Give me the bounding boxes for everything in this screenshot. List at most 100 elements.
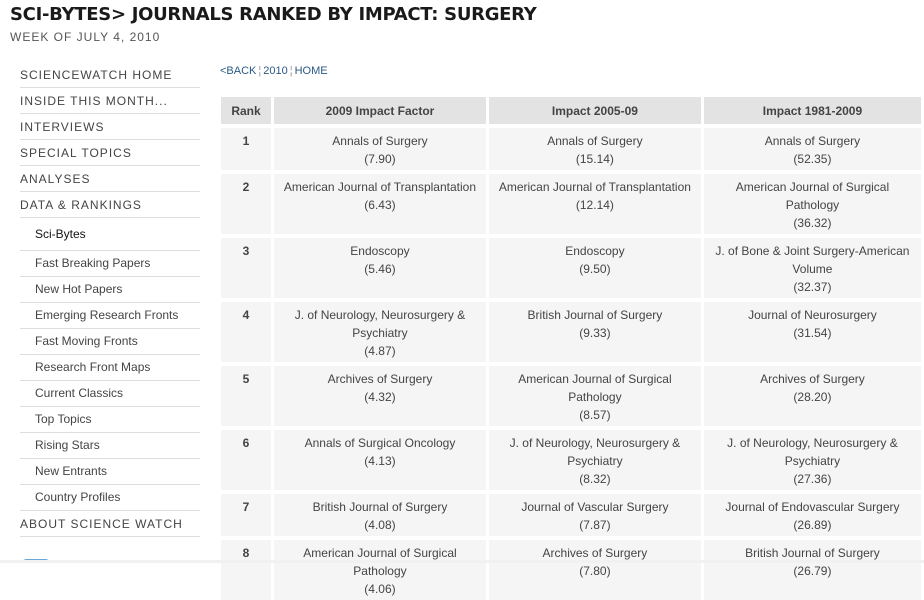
breadcrumb: <BACK ¦ 2010 ¦ HOME: [220, 65, 328, 77]
journal-name: Endoscopy: [565, 244, 625, 258]
home-link[interactable]: HOME: [294, 65, 328, 77]
table-row: 1 Annals of Surgery (7.90) Annals of Surg…: [221, 128, 921, 170]
breadcrumb-separator: ¦: [289, 65, 293, 77]
table-row: 7 British Journal of Surgery (4.08) Journ…: [221, 494, 921, 536]
rank-cell: 6: [221, 430, 271, 490]
rank-cell: 2: [221, 174, 271, 234]
journal-name: American Journal of Surgical Pathology: [518, 372, 672, 404]
sidebar-subitem-top-topics[interactable]: Top Topics: [20, 407, 200, 433]
impact-value: (12.14): [575, 198, 614, 212]
journal-cell: Journal of Endovascular Surgery (26.89): [703, 494, 921, 536]
impact-value: (6.43): [364, 198, 396, 212]
impact-value: (8.57): [579, 408, 611, 422]
journal-name: J. of Neurology, Neurosurgery & Psychiat…: [727, 436, 898, 468]
journal-name: Journal of Neurosurgery: [748, 308, 877, 322]
journal-name: Archives of Surgery: [542, 546, 648, 560]
journal-cell: Annals of Surgery (7.90): [274, 128, 486, 170]
sidebar-subitem-country-profiles[interactable]: Country Profiles: [20, 485, 200, 511]
table-row: 4 J. of Neurology, Neurosurgery & Psychi…: [221, 302, 921, 362]
journal-name: British Journal of Surgery: [527, 308, 663, 322]
journal-cell: J. of Neurology, Neurosurgery & Psychiat…: [488, 430, 701, 490]
journal-cell: J. of Neurology, Neurosurgery & Psychiat…: [274, 302, 486, 362]
sidebar-item-analyses[interactable]: ANALYSES: [20, 166, 200, 192]
sidebar-subitem-new-entrants[interactable]: New Entrants: [20, 459, 200, 485]
impact-value: (4.13): [364, 454, 396, 468]
sidebar-subitem-emerging-research-fronts[interactable]: Emerging Research Fronts: [20, 303, 200, 329]
sidebar-item-sciencewatch-home[interactable]: SCIENCEWATCH HOME: [20, 62, 200, 88]
column-header-impact-1981-2009: Impact 1981-2009: [703, 97, 921, 124]
journal-cell: American Journal of Transplantation (12.1…: [488, 174, 701, 234]
sidebar-item-about-science-watch[interactable]: ABOUT SCIENCE WATCH: [20, 511, 200, 537]
table-row: 5 Archives of Surgery (4.32) American Jou…: [221, 366, 921, 426]
journal-name: Annals of Surgery: [764, 134, 861, 148]
journal-name: Journal of Endovascular Surgery: [725, 500, 900, 514]
table-row: 6 Annals of Surgical Oncology (4.13) J. o…: [221, 430, 921, 490]
table-row: 2 American Journal of Transplantation (6.…: [221, 174, 921, 234]
sidebar-item-interviews[interactable]: INTERVIEWS: [20, 114, 200, 140]
breadcrumb-separator: ¦: [258, 65, 262, 77]
impact-value: (4.87): [364, 344, 396, 358]
journal-cell: Journal of Vascular Surgery (7.87): [488, 494, 701, 536]
page-header: SCI-BYTES> JOURNALS RANKED BY IMPACT: SU…: [10, 4, 537, 44]
impact-value: (7.90): [364, 152, 396, 166]
impact-value: (32.37): [793, 280, 832, 294]
sidebar-nav: SCIENCEWATCH HOME INSIDE THIS MONTH... I…: [20, 62, 200, 563]
journal-cell: Annals of Surgical Oncology (4.13): [274, 430, 486, 490]
table-header-row: Rank 2009 Impact Factor Impact 2005-09 I…: [221, 97, 921, 124]
sidebar-item-inside-this-month[interactable]: INSIDE THIS MONTH...: [20, 88, 200, 114]
journal-name: Archives of Surgery: [327, 372, 433, 386]
journal-name: J. of Bone & Joint Surgery-American Volu…: [715, 244, 910, 276]
sidebar-subitem-new-hot-papers[interactable]: New Hot Papers: [20, 277, 200, 303]
journal-name: Annals of Surgical Oncology: [304, 436, 456, 450]
sidebar-item-data-rankings[interactable]: DATA & RANKINGS: [20, 192, 200, 218]
rank-cell: 8: [221, 540, 271, 600]
journal-cell: J. of Bone & Joint Surgery-American Volu…: [703, 238, 921, 298]
sidebar-subitem-current-classics[interactable]: Current Classics: [20, 381, 200, 407]
impact-value: (31.54): [793, 326, 832, 340]
table-row: 3 Endoscopy (5.46) Endoscopy (9.50) J. of …: [221, 238, 921, 298]
journal-name: American Journal of Transplantation: [283, 180, 477, 194]
journal-cell: American Journal of Surgical Pathology (4…: [274, 540, 486, 600]
back-link[interactable]: <BACK: [220, 65, 257, 77]
page-bottom-edge: [0, 560, 924, 563]
sidebar-subitem-fast-breaking-papers[interactable]: Fast Breaking Papers: [20, 251, 200, 277]
journal-name: American Journal of Surgical Pathology: [735, 180, 890, 212]
impact-value: (5.46): [364, 262, 396, 276]
journal-cell: Endoscopy (9.50): [488, 238, 701, 298]
rank-cell: 1: [221, 128, 271, 170]
column-header-2009-impact-factor: 2009 Impact Factor: [274, 97, 486, 124]
journal-name: British Journal of Surgery: [745, 546, 880, 560]
impact-value: (36.32): [793, 216, 832, 230]
impact-value: (4.32): [364, 390, 396, 404]
journal-name: Annals of Surgery: [547, 134, 643, 148]
journal-cell: American Journal of Transplantation (6.43…: [274, 174, 486, 234]
journal-cell: American Journal of Surgical Pathology (8…: [488, 366, 701, 426]
journal-name: American Journal of Transplantation: [498, 180, 691, 194]
journal-name: J. of Neurology, Neurosurgery & Psychiat…: [509, 436, 681, 468]
sidebar-subitem-fast-moving-fronts[interactable]: Fast Moving Fronts: [20, 329, 200, 355]
year-2010-link[interactable]: 2010: [263, 65, 288, 77]
sidebar-subitem-rising-stars[interactable]: Rising Stars: [20, 433, 200, 459]
journal-cell: J. of Neurology, Neurosurgery & Psychiat…: [703, 430, 921, 490]
journal-name: British Journal of Surgery: [312, 500, 448, 514]
impact-value: (4.06): [364, 582, 396, 596]
page-subtitle: WEEK OF JULY 4, 2010: [10, 30, 161, 44]
impact-value: (7.87): [579, 518, 611, 532]
impact-value: (15.14): [575, 152, 614, 166]
impact-value: (4.08): [364, 518, 396, 532]
page-title: SCI-BYTES> JOURNALS RANKED BY IMPACT: SU…: [10, 4, 537, 25]
rank-cell: 5: [221, 366, 271, 426]
impact-value: (26.89): [793, 518, 832, 532]
journal-cell: Annals of Surgery (52.35): [703, 128, 921, 170]
rankings-table-container: Rank 2009 Impact Factor Impact 2005-09 I…: [221, 97, 924, 600]
column-header-rank: Rank: [221, 97, 271, 124]
journal-name: J. of Neurology, Neurosurgery & Psychiat…: [294, 308, 466, 340]
rank-cell: 3: [221, 238, 271, 298]
journal-cell: Annals of Surgery (15.14): [488, 128, 701, 170]
journal-name: Archives of Surgery: [760, 372, 865, 386]
impact-value: (28.20): [793, 390, 832, 404]
sidebar-item-special-topics[interactable]: SPECIAL TOPICS: [20, 140, 200, 166]
sidebar-subitem-research-front-maps[interactable]: Research Front Maps: [20, 355, 200, 381]
column-header-impact-2005-09: Impact 2005-09: [488, 97, 701, 124]
sidebar-subitem-sci-bytes[interactable]: Sci-Bytes: [20, 218, 200, 251]
